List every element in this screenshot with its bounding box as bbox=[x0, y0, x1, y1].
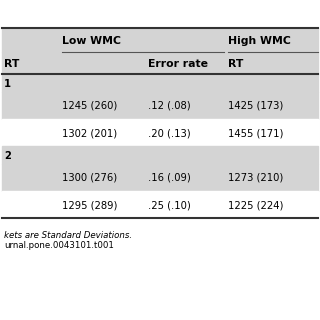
Text: 1302 (201): 1302 (201) bbox=[62, 128, 117, 138]
Text: .25 (.10): .25 (.10) bbox=[148, 200, 191, 210]
Text: 1425 (173): 1425 (173) bbox=[228, 101, 283, 111]
Bar bbox=[2, 191, 318, 218]
Text: 2: 2 bbox=[4, 151, 11, 161]
Text: .16 (.09): .16 (.09) bbox=[148, 173, 191, 183]
Text: 1455 (171): 1455 (171) bbox=[228, 128, 284, 138]
Text: 1300 (276): 1300 (276) bbox=[62, 173, 117, 183]
Text: urnal.pone.0043101.t001: urnal.pone.0043101.t001 bbox=[4, 242, 114, 251]
Text: 1273 (210): 1273 (210) bbox=[228, 173, 283, 183]
Bar bbox=[2, 28, 318, 52]
Text: kets are Standard Deviations.: kets are Standard Deviations. bbox=[4, 230, 132, 239]
Text: 1245 (260): 1245 (260) bbox=[62, 101, 117, 111]
Text: High WMC: High WMC bbox=[228, 36, 291, 46]
Text: 1: 1 bbox=[4, 79, 11, 89]
Bar bbox=[2, 119, 318, 146]
Bar bbox=[2, 92, 318, 119]
Text: RT: RT bbox=[228, 59, 244, 69]
Text: 1295 (289): 1295 (289) bbox=[62, 200, 117, 210]
Text: Low WMC: Low WMC bbox=[62, 36, 121, 46]
Text: .20 (.13): .20 (.13) bbox=[148, 128, 191, 138]
Text: 1225 (224): 1225 (224) bbox=[228, 200, 284, 210]
Bar bbox=[2, 74, 318, 92]
Text: Error rate: Error rate bbox=[148, 59, 208, 69]
Text: RT: RT bbox=[4, 59, 20, 69]
Text: .12 (.08): .12 (.08) bbox=[148, 101, 191, 111]
Bar bbox=[2, 164, 318, 191]
Bar bbox=[2, 52, 318, 74]
Bar bbox=[2, 146, 318, 164]
